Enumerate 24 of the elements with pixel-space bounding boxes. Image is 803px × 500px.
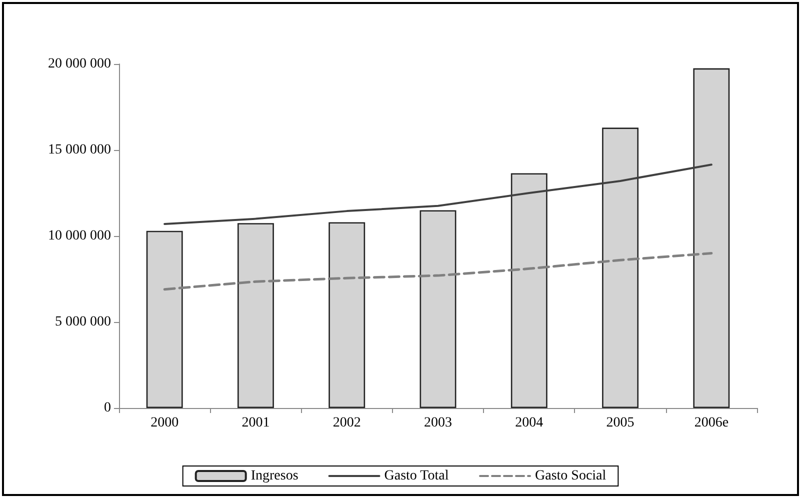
y-tick-label: 20 000 000 (48, 56, 111, 72)
bar (693, 68, 730, 408)
x-tick-label: 2002 (332, 416, 361, 430)
line-series (164, 164, 712, 225)
bar (328, 222, 366, 408)
x-tick-label: 2005 (606, 416, 634, 430)
legend-label: Gasto Total (384, 468, 449, 484)
y-tick-label: 0 (104, 400, 111, 416)
x-tick-label: 2006e (694, 416, 729, 430)
bar (602, 128, 639, 408)
legend-label: Ingresos (250, 468, 298, 484)
x-tick-label: 2003 (424, 416, 452, 430)
x-tick-label: 2000 (150, 416, 179, 430)
y-tick-label: 15 000 000 (48, 142, 111, 158)
line-series (163, 252, 713, 291)
bar (146, 230, 183, 408)
x-tick-label: 2001 (242, 416, 270, 430)
y-tick-label: 5 000 000 (55, 314, 111, 330)
bar (237, 223, 274, 408)
bar (510, 173, 548, 408)
legend-label: Gasto Social (535, 468, 606, 484)
bar (420, 210, 456, 408)
x-tick-label: 2004 (515, 416, 544, 430)
y-tick-label: 10 000 000 (48, 228, 111, 244)
